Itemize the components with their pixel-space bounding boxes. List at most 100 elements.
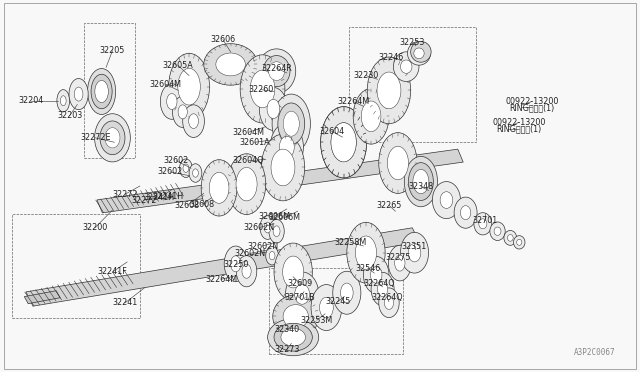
Ellipse shape <box>361 101 381 132</box>
Text: 32608: 32608 <box>189 200 214 209</box>
Ellipse shape <box>440 192 452 208</box>
Ellipse shape <box>408 244 421 262</box>
Ellipse shape <box>378 282 388 296</box>
Text: 32246: 32246 <box>379 52 404 61</box>
Ellipse shape <box>161 84 183 119</box>
Ellipse shape <box>285 272 319 317</box>
Ellipse shape <box>260 216 275 239</box>
Ellipse shape <box>91 74 112 109</box>
Ellipse shape <box>408 41 431 65</box>
Ellipse shape <box>178 105 188 119</box>
Ellipse shape <box>274 323 312 351</box>
Ellipse shape <box>394 52 419 81</box>
Ellipse shape <box>273 295 319 338</box>
Ellipse shape <box>387 146 408 180</box>
Ellipse shape <box>193 169 198 177</box>
Text: 32264M: 32264M <box>337 97 369 106</box>
Ellipse shape <box>236 167 257 201</box>
Ellipse shape <box>95 114 131 162</box>
Ellipse shape <box>494 227 501 235</box>
Text: 32272E: 32272E <box>80 133 111 142</box>
Text: A3P2C0067: A3P2C0067 <box>573 348 615 357</box>
Text: 32203: 32203 <box>57 111 83 120</box>
Text: 32241H: 32241H <box>152 192 184 201</box>
Text: 32546: 32546 <box>355 264 381 273</box>
Ellipse shape <box>57 90 70 112</box>
Text: 32605A: 32605A <box>163 61 194 70</box>
Ellipse shape <box>95 80 108 103</box>
Text: 32351: 32351 <box>402 241 427 250</box>
Ellipse shape <box>385 296 394 310</box>
Polygon shape <box>24 291 60 304</box>
Ellipse shape <box>230 256 241 272</box>
Ellipse shape <box>278 103 305 144</box>
Ellipse shape <box>367 57 411 124</box>
Ellipse shape <box>240 55 285 123</box>
Text: 32258M: 32258M <box>335 238 367 247</box>
Ellipse shape <box>166 93 177 109</box>
Text: 32275: 32275 <box>385 253 411 262</box>
Text: 32601A: 32601A <box>239 138 270 147</box>
Text: 32604: 32604 <box>319 126 344 136</box>
Ellipse shape <box>270 123 303 171</box>
Text: 32340: 32340 <box>274 325 300 334</box>
Ellipse shape <box>169 53 209 120</box>
Text: 32264R: 32264R <box>261 64 292 73</box>
Polygon shape <box>26 228 419 306</box>
Text: 32241: 32241 <box>113 298 138 307</box>
Ellipse shape <box>479 219 487 229</box>
Text: 32604M: 32604M <box>150 80 182 89</box>
Ellipse shape <box>414 48 424 59</box>
Ellipse shape <box>269 251 275 260</box>
Ellipse shape <box>516 239 522 246</box>
Ellipse shape <box>371 267 382 283</box>
Ellipse shape <box>408 163 433 201</box>
Text: 32204: 32204 <box>19 96 44 105</box>
Ellipse shape <box>331 123 356 162</box>
Text: 32264Q: 32264Q <box>371 294 403 302</box>
Text: 32264M: 32264M <box>205 275 237 284</box>
Text: 32205: 32205 <box>100 46 125 55</box>
Ellipse shape <box>347 222 385 283</box>
Text: 32253M: 32253M <box>301 316 333 325</box>
Ellipse shape <box>474 213 492 235</box>
Text: 32260: 32260 <box>248 85 274 94</box>
Ellipse shape <box>404 156 438 207</box>
Ellipse shape <box>264 222 271 233</box>
Ellipse shape <box>263 55 290 87</box>
Text: RINGリング(1): RINGリング(1) <box>497 124 542 133</box>
Text: 32606M: 32606M <box>258 212 290 221</box>
Text: 32245: 32245 <box>325 297 351 306</box>
Text: 00922-13200: 00922-13200 <box>506 97 559 106</box>
Ellipse shape <box>236 256 257 287</box>
Text: 32609: 32609 <box>287 279 312 288</box>
Polygon shape <box>97 149 463 213</box>
Text: 32602N: 32602N <box>244 223 275 232</box>
Ellipse shape <box>401 232 429 273</box>
Text: 32253: 32253 <box>400 38 426 47</box>
Text: 32264Q: 32264Q <box>363 279 395 288</box>
Ellipse shape <box>371 272 394 306</box>
Ellipse shape <box>513 235 525 249</box>
Ellipse shape <box>411 41 431 62</box>
Ellipse shape <box>105 128 120 148</box>
Ellipse shape <box>508 235 513 241</box>
Text: 32604Q: 32604Q <box>233 156 264 165</box>
Text: 00922-13200: 00922-13200 <box>493 118 546 127</box>
Ellipse shape <box>340 283 353 302</box>
Ellipse shape <box>269 219 284 243</box>
Text: 32701B: 32701B <box>284 294 315 302</box>
Ellipse shape <box>331 123 356 162</box>
Ellipse shape <box>271 149 295 186</box>
Ellipse shape <box>209 172 229 203</box>
Text: 32200: 32200 <box>83 223 108 232</box>
Ellipse shape <box>274 243 312 301</box>
Ellipse shape <box>333 271 361 314</box>
Ellipse shape <box>201 160 237 216</box>
Ellipse shape <box>261 134 305 201</box>
Text: 32241H: 32241H <box>143 193 175 202</box>
Ellipse shape <box>283 305 308 328</box>
Ellipse shape <box>182 105 204 137</box>
Text: 32272: 32272 <box>113 190 138 199</box>
Text: 32602: 32602 <box>157 167 182 176</box>
